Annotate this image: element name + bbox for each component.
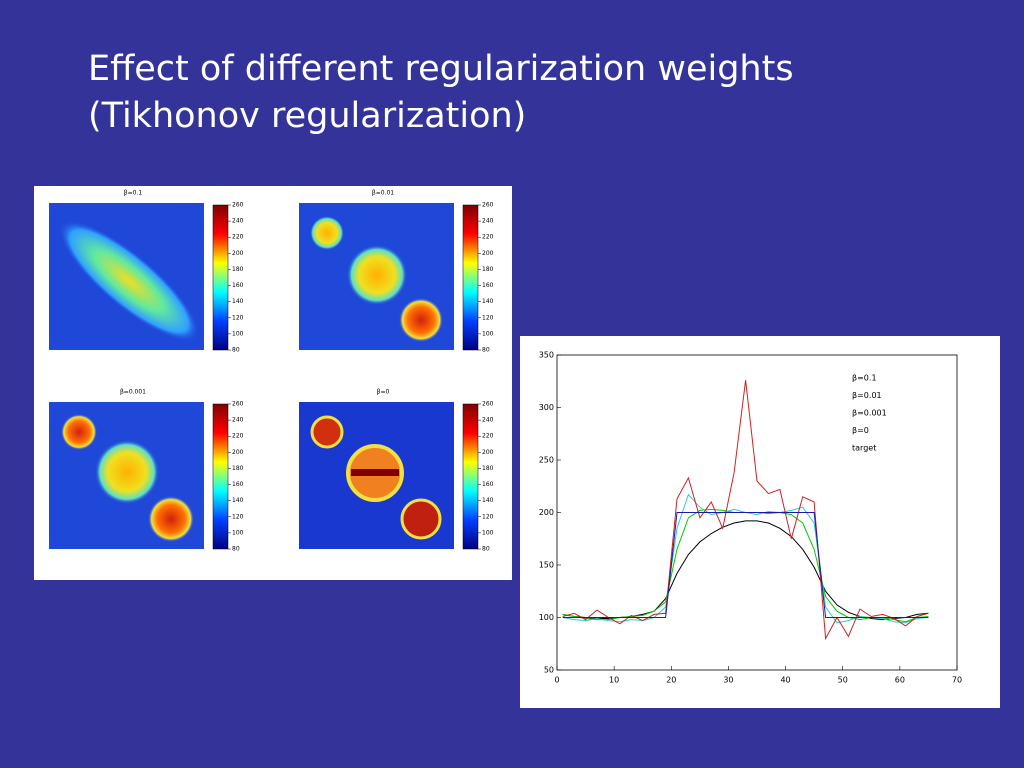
colorbar-tick-label: 140 [482,497,494,504]
colorbar-tick-label: 260 [482,202,494,209]
heatmap [299,402,454,549]
colorbar-tick-label: 240 [482,218,494,225]
colorbar-tick-label: 80 [232,546,240,553]
colorbar-tick-label: 140 [232,298,244,305]
heatmap [49,203,204,350]
legend-entry: β=0.001 [852,409,887,418]
colorbar-tick-label: 120 [482,314,494,321]
colorbar-tick-label: 180 [482,266,494,273]
panel-title: β=0.001 [120,389,146,396]
y-tick-label: 50 [544,666,554,675]
colorbar-tick-label: 260 [232,401,244,408]
series-line [562,512,929,618]
colorbar-tick-label: 100 [232,529,244,536]
x-tick-label: 0 [554,676,559,685]
title-line: Effect of different regularization weigh… [88,49,794,89]
colorbar-tick-label: 140 [482,298,494,305]
colorbar-tick-label: 260 [232,202,244,209]
colorbar-tick-label: 240 [232,218,244,225]
title-line: (Tikhonov regularization) [88,96,526,136]
y-tick-label: 250 [539,456,554,465]
colorbar-tick-label: 80 [482,347,490,354]
colorbar [212,204,229,351]
heatmap [49,402,204,549]
colorbar-tick-label: 80 [232,347,240,354]
colorbar-tick-label: 200 [232,449,244,456]
x-tick-label: 20 [666,676,676,685]
colorbar-tick-label: 120 [232,513,244,520]
series-line [562,380,929,641]
colorbar-tick-label: 220 [232,433,244,440]
y-tick-label: 350 [539,351,554,360]
colorbar-tick-label: 220 [232,234,244,241]
colorbar-tick-label: 80 [482,546,490,553]
colorbar-tick-label: 220 [482,433,494,440]
colorbar-tick-label: 200 [482,250,494,257]
panel-title: β=0.01 [372,190,394,197]
x-tick-label: 40 [780,676,790,685]
legend-entry: β=0.1 [852,374,877,383]
x-tick-label: 70 [952,676,962,685]
colorbar-tick-label: 180 [232,266,244,273]
x-tick-label: 10 [609,676,619,685]
colorbar-tick-label: 220 [482,234,494,241]
colorbar-tick-label: 200 [482,449,494,456]
colorbar-tick-label: 120 [482,513,494,520]
colorbar-tick-label: 260 [482,401,494,408]
x-tick-label: 50 [838,676,848,685]
x-tick-label: 30 [723,676,733,685]
y-tick-label: 100 [539,613,554,622]
heatmap [299,203,454,350]
colorbar-tick-label: 160 [482,282,494,289]
colorbar-tick-label: 200 [232,250,244,257]
colorbar-tick-label: 120 [232,314,244,321]
colorbar [462,403,479,550]
y-tick-label: 150 [539,561,554,570]
legend-entry: β=0.01 [852,391,882,400]
colorbar-tick-label: 100 [482,529,494,536]
colorbar-tick-label: 160 [482,481,494,488]
legend-entry: β=0 [852,426,869,435]
colorbar-tick-label: 240 [232,417,244,424]
x-tick-label: 60 [895,676,905,685]
legend-entry: target [852,444,876,453]
y-tick-label: 200 [539,508,554,517]
colorbar-tick-label: 240 [482,417,494,424]
colorbar-tick-label: 180 [232,465,244,472]
colorbar-tick-label: 100 [232,330,244,337]
colorbar-tick-label: 180 [482,465,494,472]
y-tick-label: 300 [539,403,554,412]
colorbar-tick-label: 160 [232,282,244,289]
colorbar-tick-label: 100 [482,330,494,337]
panel-title: β=0.1 [124,190,143,197]
chart-panel [520,336,1000,708]
panel-title: β=0 [377,389,390,396]
colorbar [462,204,479,351]
colorbar [212,403,229,550]
colorbar-tick-label: 160 [232,481,244,488]
colorbar-tick-label: 140 [232,497,244,504]
